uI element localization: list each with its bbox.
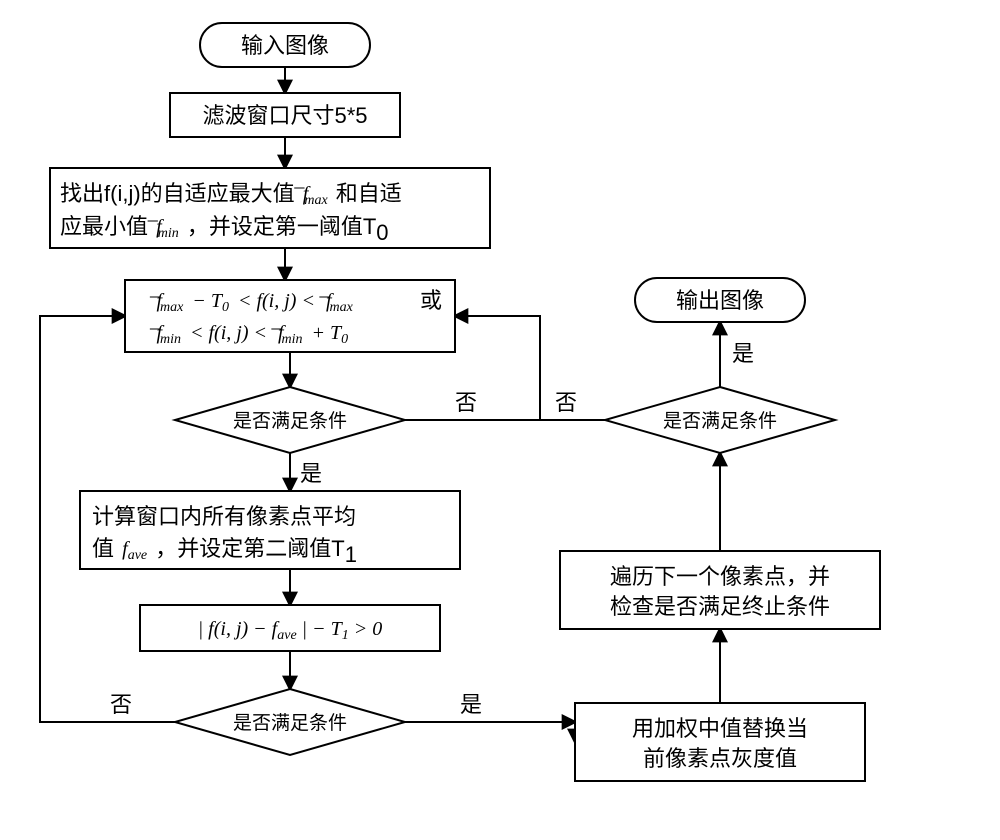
n6-line1: 用加权中值替换当 [632,716,808,741]
n6-line2: 前像素点灰度值 [643,746,797,771]
node-n1: 滤波窗口尺寸5*5 [170,93,400,137]
edge-label-yes-3: 是 [732,341,754,366]
node-n2: 找出f(i,j)的自适应最大值 f_max 和自适 应最小值 f_min ，并设… [50,168,490,248]
flowchart-canvas: 是 否 否 是 是 否 输入图像 滤波窗口尺寸5*5 [0,0,1000,840]
n1-label: 滤波窗口尺寸5*5 [202,103,367,128]
n3-or-label: 或 [420,288,442,313]
node-end: 输出图像 [635,278,805,322]
n7-line2: 检查是否满足终止条件 [610,594,830,619]
n4-line1: 计算窗口内所有像素点平均 [92,504,356,529]
node-d3: 是否满足条件 [605,387,835,453]
node-n5: | f(i, j) − fave | − T1 > 0 [140,605,440,651]
n7-line1: 遍历下一个像素点，并 [610,564,830,589]
edge-label-no-3: 否 [555,390,577,415]
node-start: 输入图像 [200,23,370,67]
start-label: 输入图像 [241,33,329,58]
edge-label-no-2: 否 [110,692,132,717]
node-n4: 计算窗口内所有像素点平均 值 fave ，并设定第二阈值T1 [80,491,460,569]
edge-label-yes-2: 是 [460,692,482,717]
node-n3: f_max − T0 < f(i, j) < f_max f_min < f(i… [125,278,455,352]
node-d1: 是否满足条件 [175,387,405,453]
d3-label: 是否满足条件 [663,410,777,432]
d1-label: 是否满足条件 [233,410,347,432]
node-n7: 遍历下一个像素点，并 检查是否满足终止条件 [560,551,880,629]
node-n6: 用加权中值替换当 前像素点灰度值 [575,703,865,781]
edge-label-yes-1: 是 [300,461,322,486]
edge-label-no-1: 否 [455,390,477,415]
end-label: 输出图像 [676,288,764,313]
d2-label: 是否满足条件 [233,712,347,734]
node-d2: 是否满足条件 [175,689,405,755]
